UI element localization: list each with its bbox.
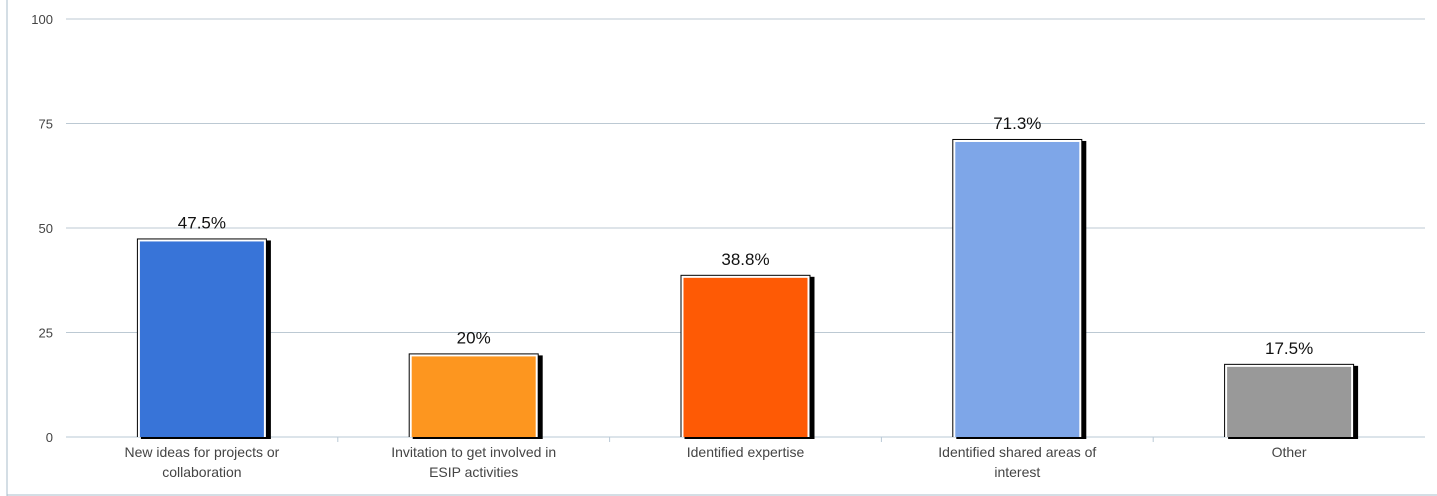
x-category-label: New ideas for projects or xyxy=(124,444,279,460)
data-label: 38.8% xyxy=(721,250,769,269)
x-category-label: interest xyxy=(994,464,1040,480)
bar-fill xyxy=(683,277,808,437)
x-category-label: Invitation to get involved in xyxy=(391,444,556,460)
bar-fill xyxy=(955,141,1080,437)
y-tick-label: 100 xyxy=(31,12,53,27)
y-tick-label: 0 xyxy=(46,430,53,445)
x-category-label: Identified shared areas of xyxy=(938,444,1096,460)
data-label: 71.3% xyxy=(993,114,1041,133)
y-tick-label: 50 xyxy=(39,221,53,236)
bar xyxy=(680,274,815,439)
bar xyxy=(1224,363,1359,439)
x-category-label: Identified expertise xyxy=(687,444,805,460)
data-label: 20% xyxy=(457,328,491,347)
x-axis: New ideas for projects or collaboration In… xyxy=(124,437,1307,480)
y-axis-ticks: 0 25 50 75 100 xyxy=(31,12,53,445)
bar xyxy=(408,353,543,439)
bar xyxy=(952,138,1087,439)
x-category-label: ESIP activities xyxy=(429,464,518,480)
x-category-label: Other xyxy=(1272,444,1307,460)
data-label: 17.5% xyxy=(1265,339,1313,358)
x-category-label: collaboration xyxy=(162,464,241,480)
bar-fill xyxy=(1227,366,1352,437)
y-tick-label: 75 xyxy=(39,117,53,132)
bar xyxy=(136,238,271,439)
bar-fill xyxy=(139,241,264,437)
bar-fill xyxy=(411,356,536,437)
bars xyxy=(136,138,1359,439)
data-label: 47.5% xyxy=(178,213,226,232)
y-tick-label: 25 xyxy=(39,326,53,341)
data-labels: 47.5% 20% 38.8% 71.3% 17.5% xyxy=(178,114,1313,358)
